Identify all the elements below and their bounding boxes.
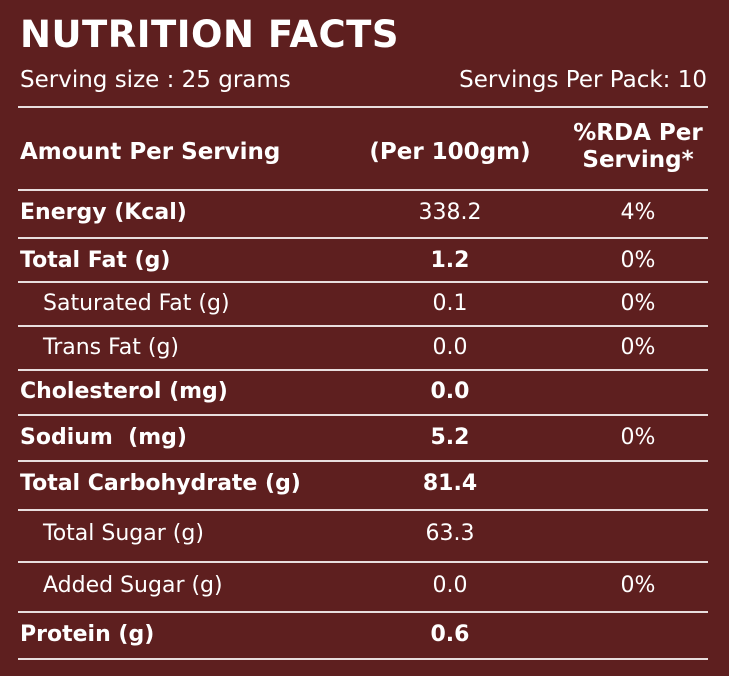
divider [18, 106, 708, 108]
nutrient-value: 0.0 [430, 379, 470, 404]
header-per-100gm: (Per 100gm) [369, 139, 531, 165]
table-row: Protein (g) 0.6 [0, 613, 729, 657]
nutrient-rda: 4% [620, 200, 656, 225]
table-row: Trans Fat (g) 0.0 0% [0, 326, 729, 370]
nutrient-name: Added Sugar (g) [43, 573, 223, 598]
divider [18, 237, 708, 239]
nutrient-rda: 0% [620, 573, 656, 598]
divider [18, 325, 708, 327]
nutrient-rda: 0% [620, 335, 656, 360]
divider [18, 658, 708, 660]
nutrient-rda: 0% [620, 248, 656, 273]
header-rda-line2: Serving* [582, 147, 694, 173]
table-row: Total Sugar (g) 63.3 [0, 512, 729, 556]
nutrient-name: Total Fat (g) [20, 248, 171, 273]
nutrient-name: Cholesterol (mg) [20, 379, 228, 404]
divider [18, 611, 708, 613]
nutrient-value: 63.3 [425, 521, 475, 546]
divider [18, 561, 708, 563]
divider [18, 189, 708, 191]
table-row: Energy (Kcal) 338.2 4% [0, 191, 729, 235]
header-amount: Amount Per Serving [20, 139, 281, 165]
divider [18, 460, 708, 462]
table-row: Total Fat (g) 1.2 0% [0, 239, 729, 283]
table-row: Sodium (mg) 5.2 0% [0, 416, 729, 460]
nutrient-rda: 0% [620, 425, 656, 450]
nutrient-value: 0.6 [430, 622, 470, 647]
nutrient-value: 1.2 [430, 248, 470, 273]
nutrient-name: Total Carbohydrate (g) [20, 471, 301, 496]
nutrient-value: 81.4 [422, 471, 478, 496]
divider [18, 281, 708, 283]
nutrient-name: Energy (Kcal) [20, 200, 187, 225]
serving-size: Serving size : 25 grams [20, 67, 291, 93]
nutrient-name: Total Sugar (g) [43, 521, 204, 546]
nutrient-value: 0.0 [432, 573, 468, 598]
nutrient-value: 0.0 [432, 335, 468, 360]
divider [18, 369, 708, 371]
header-rda-line1: %RDA Per [573, 120, 703, 146]
nutrient-value: 5.2 [430, 425, 470, 450]
divider [18, 509, 708, 511]
table-row: Added Sugar (g) 0.0 0% [0, 564, 729, 608]
table-row: Cholesterol (mg) 0.0 [0, 370, 729, 414]
nutrient-name: Saturated Fat (g) [43, 291, 230, 316]
table-row: Total Carbohydrate (g) 81.4 [0, 462, 729, 506]
divider [18, 414, 708, 416]
nutrient-name: Trans Fat (g) [43, 335, 179, 360]
table-row: Saturated Fat (g) 0.1 0% [0, 282, 729, 326]
nutrient-name: Sodium (mg) [20, 425, 187, 450]
nutrient-name: Protein (g) [20, 622, 155, 647]
page-title: NUTRITION FACTS [20, 13, 400, 56]
nutrient-value: 0.1 [432, 291, 468, 316]
header-rda: %RDA Per Serving* [556, 120, 720, 174]
nutrient-value: 338.2 [418, 200, 482, 225]
servings-per-pack: Servings Per Pack: 10 [459, 67, 707, 93]
nutrient-rda: 0% [620, 291, 656, 316]
